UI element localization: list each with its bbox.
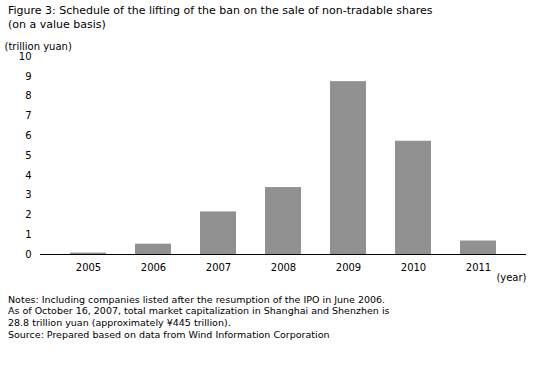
svg-text:2011: 2011 [466, 261, 491, 272]
svg-text:3: 3 [25, 189, 31, 200]
svg-text:0: 0 [25, 248, 31, 259]
svg-text:4: 4 [25, 169, 31, 180]
svg-text:2007: 2007 [206, 261, 231, 272]
svg-text:7: 7 [25, 110, 31, 121]
svg-text:6: 6 [25, 129, 31, 140]
svg-text:2009: 2009 [336, 261, 361, 272]
svg-text:(trillion yuan): (trillion yuan) [5, 40, 72, 51]
svg-text:9: 9 [25, 70, 31, 81]
svg-text:2010: 2010 [401, 261, 426, 272]
svg-text:(year): (year) [496, 271, 526, 282]
svg-text:2005: 2005 [76, 261, 101, 272]
svg-text:1: 1 [25, 228, 31, 239]
svg-text:2: 2 [25, 209, 31, 220]
svg-text:8: 8 [25, 90, 31, 101]
svg-text:5: 5 [25, 149, 31, 160]
html-text:Notes: Including companies lis: Notes: Including companies listed after … [8, 293, 390, 341]
svg-text:2006: 2006 [141, 261, 166, 272]
svg-text:10: 10 [19, 50, 32, 61]
html-text:Figure 3: Schedule of the lift: Figure 3: Schedule of the lifting of the… [8, 4, 433, 31]
svg-text:2008: 2008 [271, 261, 296, 272]
